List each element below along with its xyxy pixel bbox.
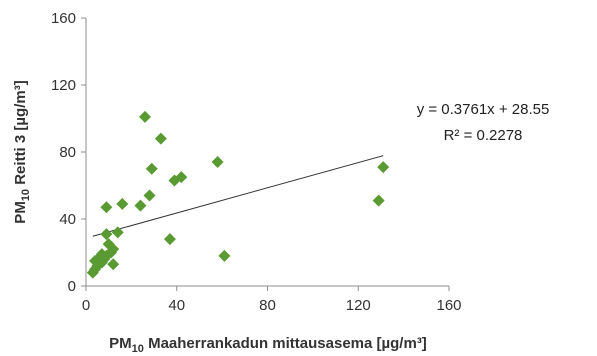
y-axis-title-rest: Reitti 3 [µg/m³] — [12, 80, 29, 189]
data-point — [377, 161, 390, 174]
y-tick-label: 40 — [59, 211, 76, 228]
y-tick-label: 0 — [68, 278, 76, 295]
x-axis-title-subscript: 10 — [132, 343, 144, 355]
x-tick-label: 0 — [82, 297, 90, 314]
data-point — [138, 110, 151, 123]
x-tick-marks — [85, 286, 450, 291]
data-point — [111, 226, 124, 239]
x-tick-label: 160 — [436, 297, 461, 314]
x-axis-title-main: PM — [109, 335, 132, 352]
data-point — [107, 243, 120, 256]
x-axis-title: PM10 Maaherrankadun mittausasema [µg/m³] — [109, 335, 427, 355]
y-tick-label: 160 — [51, 10, 76, 27]
data-point — [372, 194, 385, 207]
trendline-equation: y = 0.3761x + 28.55 — [417, 101, 550, 118]
data-point — [134, 199, 147, 212]
y-axis-title-subscript: 10 — [20, 189, 32, 201]
y-axis-title: PM10 Reitti 3 [µg/m³] — [12, 80, 32, 223]
x-tick-label: 120 — [346, 297, 371, 314]
data-point — [211, 156, 224, 169]
y-tick-label: 120 — [51, 77, 76, 94]
data-point — [163, 233, 176, 246]
data-point — [100, 228, 113, 241]
data-point — [116, 197, 129, 210]
x-tick-label: 80 — [259, 297, 276, 314]
trendline — [92, 155, 384, 237]
x-tick-labels: 0 40 80 120 160 — [82, 297, 462, 314]
data-point — [154, 132, 167, 145]
x-tick-label: 40 — [168, 297, 185, 314]
y-axis-title-main: PM — [12, 201, 29, 224]
y-tick-labels: 0 40 80 120 160 — [51, 10, 76, 295]
data-point — [107, 258, 120, 271]
data-point — [145, 162, 158, 175]
y-tick-label: 80 — [59, 144, 76, 161]
data-points — [86, 110, 390, 279]
x-axis-title-rest: Maaherrankadun mittausasema [µg/m³] — [144, 335, 427, 352]
r-squared-label: R² = 0.2278 — [444, 127, 523, 144]
y-tick-marks — [81, 17, 86, 287]
data-point — [218, 249, 231, 262]
data-point — [143, 189, 156, 202]
data-point — [175, 171, 188, 184]
data-point — [100, 201, 113, 214]
